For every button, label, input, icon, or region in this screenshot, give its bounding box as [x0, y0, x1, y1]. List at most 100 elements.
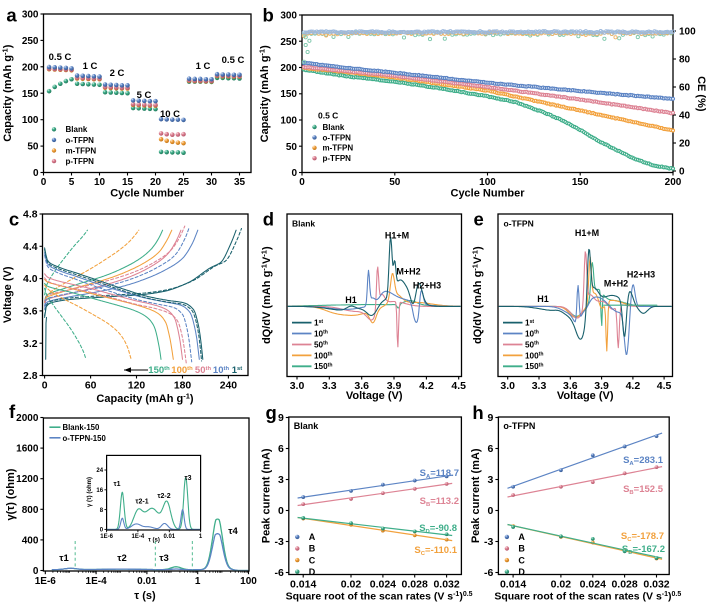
svg-text:1 C: 1 C [83, 61, 98, 72]
svg-text:400: 400 [22, 535, 39, 546]
svg-text:-3: -3 [484, 536, 493, 548]
svg-text:0.028: 0.028 [402, 579, 428, 591]
svg-text:C: C [518, 555, 525, 565]
svg-text:Square root of the scan rates: Square root of the scan rates (V s-1)0.5 [286, 591, 473, 603]
svg-text:0.5 C: 0.5 C [222, 55, 245, 66]
svg-text:SD=-167.2: SD=-167.2 [622, 544, 665, 556]
svg-text:C: C [309, 555, 316, 565]
svg-text:50: 50 [27, 142, 39, 153]
svg-text:120: 120 [128, 381, 146, 392]
svg-text:SB=113.2: SB=113.2 [420, 496, 459, 508]
svg-text:3: 3 [278, 474, 284, 486]
svg-text:o-TFPN: o-TFPN [503, 421, 535, 431]
svg-text:30: 30 [206, 177, 218, 188]
svg-text:1E-4: 1E-4 [132, 534, 145, 540]
svg-text:Capacity (mAh g-1): Capacity (mAh g-1) [1, 44, 15, 141]
svg-text:dQ/dV (mAh g-1V-1): dQ/dV (mAh g-1V-1) [471, 246, 485, 344]
svg-text:150th: 150th [525, 362, 543, 371]
svg-text:0: 0 [33, 566, 39, 577]
svg-text:200: 200 [22, 62, 39, 73]
svg-text:τ2: τ2 [117, 553, 127, 564]
svg-text:4.2: 4.2 [626, 380, 641, 392]
svg-text:50: 50 [389, 177, 401, 188]
svg-text:1200: 1200 [16, 474, 39, 485]
svg-text:10th: 10th [213, 365, 230, 376]
svg-text:60: 60 [85, 381, 97, 392]
svg-text:d: d [263, 209, 274, 230]
svg-text:100: 100 [679, 27, 696, 38]
svg-text:-3: -3 [274, 536, 283, 548]
svg-text:Voltage (V): Voltage (V) [346, 390, 403, 402]
svg-text:Capacity (mAh g-1): Capacity (mAh g-1) [258, 45, 272, 142]
svg-text:150th: 150th [148, 365, 170, 376]
svg-text:Peak current (mA): Peak current (mA) [470, 448, 482, 543]
svg-text:0.014: 0.014 [290, 579, 316, 591]
svg-text:0: 0 [488, 505, 494, 517]
svg-text:Peak current (mA): Peak current (mA) [260, 448, 272, 543]
svg-text:100th: 100th [314, 351, 332, 360]
svg-text:0.024: 0.024 [370, 579, 396, 591]
svg-text:20: 20 [150, 177, 162, 188]
svg-text:0.01: 0.01 [137, 576, 157, 587]
svg-text:0: 0 [33, 168, 39, 179]
svg-text:0.5 C: 0.5 C [318, 111, 338, 121]
svg-text:3.9: 3.9 [594, 380, 609, 392]
svg-text:p-TFPN: p-TFPN [66, 157, 95, 166]
svg-text:50th: 50th [525, 340, 539, 349]
svg-text:10th: 10th [314, 329, 328, 338]
svg-text:3.6: 3.6 [354, 380, 369, 392]
svg-text:o-TFPN: o-TFPN [66, 136, 95, 145]
svg-text:9: 9 [488, 412, 494, 424]
svg-text:35: 35 [234, 177, 246, 188]
svg-text:6: 6 [488, 443, 494, 455]
svg-text:15: 15 [122, 177, 134, 188]
svg-text:1: 1 [195, 576, 201, 587]
svg-text:τ (s): τ (s) [134, 590, 156, 602]
svg-text:τ4: τ4 [228, 526, 238, 537]
svg-text:Blank: Blank [294, 421, 320, 431]
svg-text:f: f [9, 401, 16, 422]
svg-text:4.0: 4.0 [23, 274, 38, 285]
svg-text:50th: 50th [314, 340, 328, 349]
svg-text:2.8: 2.8 [23, 371, 38, 382]
svg-text:100: 100 [240, 576, 257, 587]
svg-text:0: 0 [679, 167, 685, 178]
svg-text:Cycle Number: Cycle Number [110, 188, 185, 200]
svg-text:16: 16 [96, 488, 103, 494]
svg-text:D: D [518, 567, 525, 577]
svg-text:100th: 100th [171, 365, 193, 376]
svg-text:H1: H1 [345, 295, 357, 305]
svg-text:1 C: 1 C [196, 61, 211, 72]
svg-text:0.032: 0.032 [643, 579, 669, 591]
svg-text:τ1: τ1 [59, 553, 69, 564]
svg-text:τ3: τ3 [159, 553, 169, 564]
svg-text:H1+M: H1+M [575, 228, 599, 238]
svg-text:0: 0 [299, 177, 305, 188]
svg-text:25: 25 [178, 177, 190, 188]
svg-text:10 C: 10 C [160, 109, 180, 120]
svg-text:200: 200 [665, 177, 682, 188]
svg-text:0: 0 [42, 381, 48, 392]
svg-text:100: 100 [479, 177, 496, 188]
svg-text:SA=283.1: SA=283.1 [623, 455, 664, 467]
svg-text:200: 200 [280, 63, 297, 74]
svg-text:o-TFPN-150: o-TFPN-150 [63, 434, 107, 443]
svg-text:Blank: Blank [66, 125, 88, 134]
svg-text:5: 5 [69, 177, 75, 188]
svg-text:3.3: 3.3 [532, 380, 547, 392]
svg-text:60: 60 [679, 83, 691, 94]
svg-text:0: 0 [100, 528, 104, 534]
svg-text:1E-6: 1E-6 [35, 576, 57, 587]
svg-text:Capacity (mAh g-1): Capacity (mAh g-1) [96, 392, 193, 406]
svg-text:m-TFPN: m-TFPN [66, 146, 97, 155]
svg-text:1600: 1600 [16, 444, 39, 455]
svg-text:1st: 1st [314, 319, 323, 328]
svg-text:9: 9 [278, 412, 284, 424]
svg-text:3.3: 3.3 [322, 380, 337, 392]
svg-text:Square root of the scan rates: Square root of the scan rates (V s-1)0.5 [494, 591, 681, 603]
svg-text:M+H2: M+H2 [396, 267, 420, 277]
svg-text:4.4: 4.4 [23, 242, 38, 253]
svg-text:-6: -6 [274, 567, 283, 579]
svg-text:3.2: 3.2 [23, 339, 38, 350]
svg-text:0.028: 0.028 [611, 579, 637, 591]
